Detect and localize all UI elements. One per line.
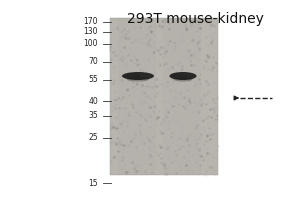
Ellipse shape (173, 77, 193, 82)
Text: 70: 70 (88, 58, 98, 66)
Bar (110, 18, 218, 175)
Text: 40: 40 (88, 97, 98, 106)
Ellipse shape (127, 77, 149, 82)
Ellipse shape (124, 73, 140, 79)
Text: 130: 130 (83, 27, 98, 36)
Ellipse shape (169, 72, 196, 80)
Text: 100: 100 (83, 40, 98, 48)
Text: 15: 15 (88, 178, 98, 188)
Text: 25: 25 (88, 134, 98, 142)
Text: 293T mouse-kidney: 293T mouse-kidney (127, 12, 263, 26)
Bar (118, 18, 156, 175)
Ellipse shape (122, 72, 154, 80)
Text: 35: 35 (88, 112, 98, 120)
Bar (163, 18, 201, 175)
Text: 55: 55 (88, 75, 98, 84)
Text: 170: 170 (83, 18, 98, 26)
Ellipse shape (171, 73, 184, 79)
